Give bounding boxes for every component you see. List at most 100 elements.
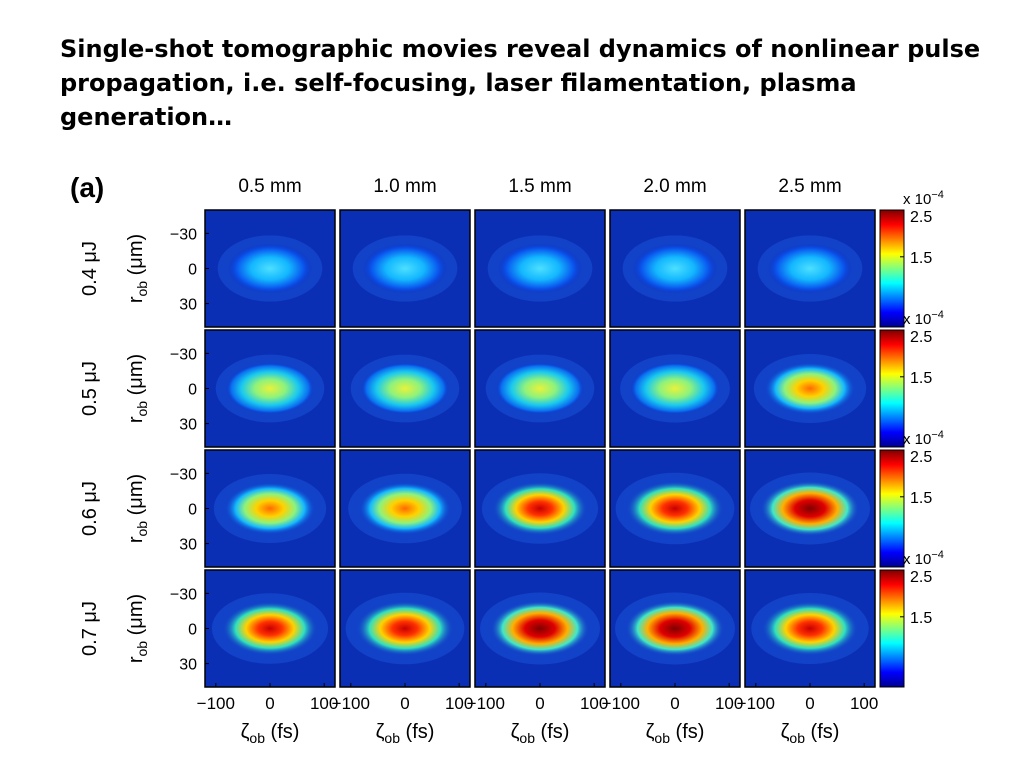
colorbar-tick-label: 2.5 [910, 449, 932, 466]
colorbar-tick-label: 1.5 [910, 370, 932, 387]
colorbar-exponent-base: x 10 [903, 311, 931, 328]
colorbar-gradient [879, 209, 905, 328]
colorbar-tick-label: 2.5 [910, 569, 932, 586]
y-tick-label: 30 [179, 657, 197, 674]
y-axis-label: rob (μm) [125, 594, 150, 663]
heatmap-cell [339, 569, 471, 688]
colorbar-exponent: x 10−4 [903, 429, 944, 448]
y-axis-label-unit: (μm) [125, 474, 147, 521]
y-axis-label-sub: ob [134, 281, 150, 297]
x-tick-label: 0 [805, 694, 814, 713]
y-axis-label: rob (μm) [125, 354, 150, 423]
x-tick-label: 100 [850, 694, 878, 713]
x-axis-label-unit: (fs) [400, 721, 434, 743]
x-axis-label-sub: ob [654, 730, 670, 746]
y-tick-label: 0 [188, 382, 197, 399]
y-tick-label: 30 [179, 417, 197, 434]
pulse-spot [763, 361, 857, 416]
colorbars: x 10−42.51.5x 10−42.51.5x 10−42.51.5x 10… [879, 189, 944, 688]
y-axis-label-unit: (μm) [125, 354, 147, 401]
pulse-spot [223, 481, 317, 536]
row-label: 0.4 μJ [79, 241, 101, 296]
x-axis-label-sub: ob [789, 730, 805, 746]
x-tick-label: 100 [310, 694, 338, 713]
y-axis-label-sub: ob [134, 401, 150, 417]
y-tick-label: −30 [170, 226, 197, 243]
x-axis-label: ζob (fs) [511, 721, 570, 746]
x-axis-label-sub: ob [384, 730, 400, 746]
heatmap-cell [474, 569, 606, 688]
column-label: 1.0 mm [373, 176, 436, 197]
y-tick-label: −30 [170, 586, 197, 603]
colorbar: x 10−42.51.5 [879, 309, 944, 448]
colorbar: x 10−42.51.5 [879, 189, 944, 328]
y-axis-label-sub: ob [134, 521, 150, 537]
pulse-spot [632, 243, 718, 294]
row-label: 0.5 μJ [79, 361, 101, 416]
x-tick-label: 100 [580, 694, 608, 713]
x-tick-label: 0 [400, 694, 409, 713]
heatmap-cell [744, 329, 876, 448]
x-axis-label-main: ζ [781, 721, 790, 743]
colorbar-exponent-power: −4 [931, 429, 944, 441]
y-axis-label: rob (μm) [125, 234, 150, 303]
x-tick-label: −100 [467, 694, 505, 713]
heatmap-cell: −30 0 30 [170, 209, 336, 328]
colorbar-gradient [879, 329, 905, 448]
row-label: 0.7 μJ [79, 601, 101, 656]
heatmap-cell [609, 569, 741, 688]
colorbar-exponent-power: −4 [931, 549, 944, 561]
colorbar-exponent-base: x 10 [903, 551, 931, 568]
colorbar-tick-label: 1.5 [910, 610, 932, 627]
x-tick-label: 0 [670, 694, 679, 713]
heatmap-cell [339, 329, 471, 448]
heatmap-cell [339, 449, 471, 568]
colorbar-tick-label: 2.5 [910, 209, 932, 226]
x-tick-label: −100 [602, 694, 640, 713]
colorbar-exponent-power: −4 [931, 309, 944, 321]
heatmap-cell [339, 209, 471, 328]
pulse-spot [495, 362, 585, 415]
colorbar: x 10−42.51.5 [879, 429, 944, 568]
y-tick-label: 0 [188, 502, 197, 519]
colorbar-gradient [879, 449, 905, 568]
panel-label: (a) [70, 172, 104, 203]
pulse-spot [630, 362, 720, 415]
column-label: 1.5 mm [508, 176, 571, 197]
slide-title: Single-shot tomographic movies reveal dy… [60, 35, 981, 131]
column-label: 0.5 mm [238, 176, 301, 197]
heatmap-cell [744, 209, 876, 328]
x-axis-label: ζob (fs) [781, 721, 840, 746]
pulse-spot [761, 600, 859, 657]
colorbar-gradient [879, 569, 905, 688]
pulse-spot [625, 480, 725, 537]
pulse-spot [355, 600, 455, 657]
heatmap-cell [609, 329, 741, 448]
heatmap-cell [474, 449, 606, 568]
row-label: 0.6 μJ [79, 481, 101, 536]
heatmap-cell [474, 329, 606, 448]
x-axis-label: ζob (fs) [241, 721, 300, 746]
heatmap-grid: −30 0 30 −30 0 30 −30 0 30 −30 0 30 [170, 209, 876, 688]
y-axis-label-main: r [125, 296, 147, 303]
colorbar-exponent-base: x 10 [903, 431, 931, 448]
heatmap-cell: −30 0 30 [170, 329, 336, 448]
x-tick-label: 100 [715, 694, 743, 713]
x-tick-label: −100 [332, 694, 370, 713]
x-tick-label: 0 [265, 694, 274, 713]
pulse-spot [225, 362, 315, 415]
heatmap-cell [474, 209, 606, 328]
colorbar-exponent: x 10−4 [903, 309, 944, 328]
x-axis-label-main: ζ [241, 721, 250, 743]
pulse-spot [767, 243, 853, 294]
colorbar-exponent: x 10−4 [903, 189, 944, 208]
colorbar-tick-label: 1.5 [910, 490, 932, 507]
x-axis-label-sub: ob [519, 730, 535, 746]
y-tick-label: 0 [188, 622, 197, 639]
x-axis-label-main: ζ [511, 721, 520, 743]
column-label: 2.5 mm [778, 176, 841, 197]
pulse-spot [491, 481, 589, 536]
